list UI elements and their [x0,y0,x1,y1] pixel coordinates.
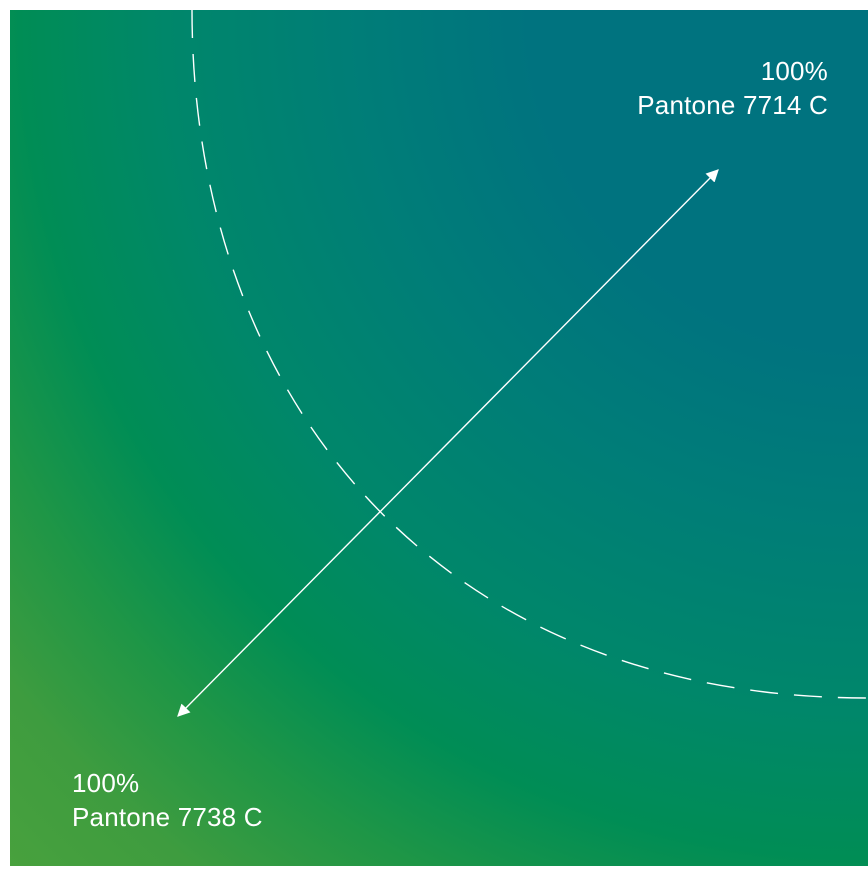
bottom-pantone-name: Pantone 7738 C [72,802,263,832]
gradient-diagram [177,10,868,717]
top-pantone-name: Pantone 7714 C [637,90,828,120]
gradient-swatch: 100% Pantone 7714 C 100% Pantone 7738 C [10,10,868,866]
gradient-direction-arrow [177,169,719,717]
bottom-color-label: 100% Pantone 7738 C [72,766,263,834]
top-percent: 100% [760,56,828,86]
top-color-label: 100% Pantone 7714 C [637,54,828,122]
bottom-percent: 100% [72,768,140,798]
